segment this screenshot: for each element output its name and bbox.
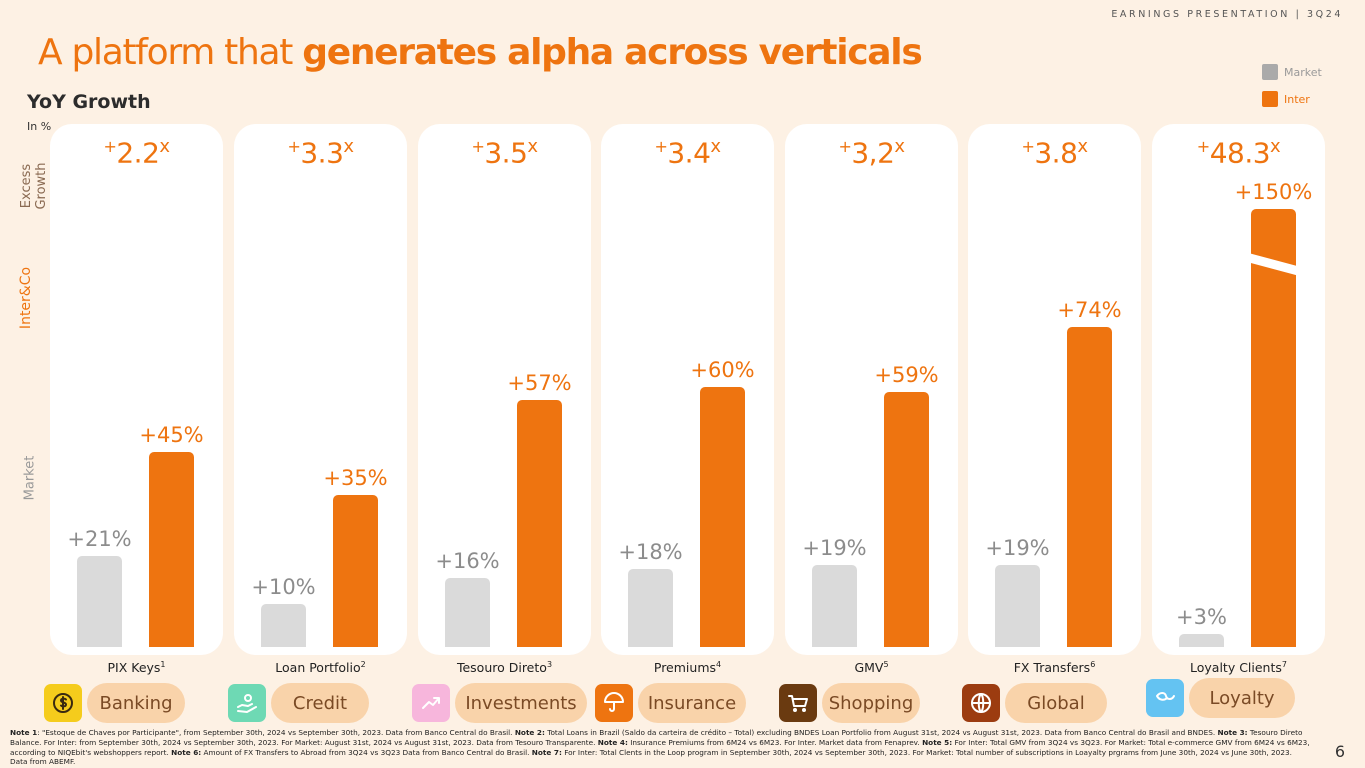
excess-multiple: +3,2x <box>838 136 905 170</box>
market-value-label: +16% <box>435 548 500 573</box>
inter-value-label: +57% <box>507 371 572 396</box>
inter-value-label: +150% <box>1234 180 1313 204</box>
inter-value-label: +35% <box>323 466 388 491</box>
note-text: : "Estoque de Chaves por Participante", … <box>37 728 515 737</box>
chart-card <box>601 124 774 655</box>
inter-bar <box>1067 326 1112 647</box>
axis-label-excess: Excess Growth <box>19 162 49 210</box>
category-label: FX Transfers6 <box>1013 660 1096 676</box>
legend-inter: Inter <box>1262 91 1310 107</box>
excess-multiple: +3.8x <box>1021 136 1088 170</box>
vertical-pill: Loyalty <box>1189 678 1295 718</box>
inter-value-label: +59% <box>874 362 939 387</box>
presentation-header: EARNINGS PRESENTATION | 3Q24 <box>1111 9 1343 20</box>
chart-card <box>50 124 223 655</box>
market-value-label: +21% <box>67 527 132 552</box>
note-text: Amount of FX Transfers to Abroad from 3Q… <box>201 747 532 757</box>
chart-card <box>234 124 407 655</box>
market-value-label: +3% <box>1176 605 1227 629</box>
vertical-pill: Global <box>1005 683 1107 723</box>
axis-label-interco: Inter&Co <box>18 266 34 330</box>
title-bold: generates alpha across verticals <box>302 32 923 73</box>
legend-market: Market <box>1262 64 1322 80</box>
note-label: Note 1 <box>10 728 38 737</box>
category-label: Premiums4 <box>653 660 722 676</box>
vertical-pill: Insurance <box>638 683 746 723</box>
inter-value-label: +74% <box>1057 297 1122 322</box>
category-label: Loyalty Clients7 <box>1190 660 1287 676</box>
dollar-icon <box>44 684 82 722</box>
note-label: Note 3: <box>1217 728 1248 737</box>
legend-inter-swatch <box>1262 91 1278 107</box>
chart-card <box>968 124 1141 655</box>
note-text: Total Loans in Brazil (Saldo da carteira… <box>544 728 1218 737</box>
market-value-label: +19% <box>985 535 1050 560</box>
legend-inter-label: Inter <box>1284 92 1310 106</box>
vertical-pill: Shopping <box>822 683 920 723</box>
category-label: Loan Portfolio2 <box>275 660 366 676</box>
note-label: Note 4: <box>597 737 628 747</box>
legend-market-label: Market <box>1284 65 1322 79</box>
chart-subtitle: YoY Growth <box>27 91 151 113</box>
category-label: Tesouro Direto3 <box>456 660 553 676</box>
excess-multiple: +3.3x <box>287 136 354 170</box>
chart-card <box>1152 124 1325 655</box>
note-label: Note 5: <box>922 737 953 747</box>
vertical-pill: Credit <box>271 683 369 723</box>
legend-market-swatch <box>1262 64 1278 80</box>
note-text: Insurance Premiums from 6M24 vs 6M23. Fo… <box>627 737 923 747</box>
market-value-label: +19% <box>802 535 867 560</box>
unit-label: In % <box>27 120 52 133</box>
vertical-pill: Banking <box>87 683 185 723</box>
category-label: PIX Keys1 <box>107 660 166 676</box>
market-bar <box>77 556 122 647</box>
excess-multiple: +3.5x <box>471 136 538 170</box>
vertical-pill: Investments <box>455 683 587 723</box>
note-label: Note 6: <box>171 747 202 757</box>
inter-bar <box>333 495 378 647</box>
note-label: Note 7: <box>531 747 562 757</box>
note-text: For Inter: Total Clents in the Loop prog… <box>10 747 1292 767</box>
market-value-label: +18% <box>618 540 683 565</box>
chart-card <box>418 124 591 655</box>
inter-bar <box>700 387 745 647</box>
inter-bar <box>149 452 194 647</box>
page-number: 6 <box>1334 742 1345 761</box>
cart-icon <box>779 684 817 722</box>
inter-bar <box>884 391 929 647</box>
umbrella-icon <box>595 684 633 722</box>
market-bar <box>261 603 306 647</box>
market-bar <box>445 577 490 647</box>
market-bar <box>1179 634 1224 647</box>
inter-value-label: +45% <box>139 423 204 448</box>
category-label: GMV5 <box>854 660 889 676</box>
axis-label-market: Market <box>22 455 38 501</box>
market-bar <box>995 564 1040 647</box>
note-text: Tesouro Direto Balance. For Inter: from … <box>10 728 1303 747</box>
excess-multiple: +3.4x <box>654 136 721 170</box>
note-label: Note 2: <box>514 728 545 737</box>
trend-up-icon <box>412 684 450 722</box>
hand-coin-icon <box>228 684 266 722</box>
market-value-label: +10% <box>251 574 316 599</box>
chart-card <box>785 124 958 655</box>
page-title: A platform that generates alpha across v… <box>38 32 923 73</box>
excess-multiple: +2.2x <box>103 136 170 170</box>
inter-bar <box>517 400 562 647</box>
note-text: For Inter: Total GMV from 3Q24 vs 3Q23. … <box>10 737 1310 757</box>
inter-bar <box>1251 209 1296 647</box>
globe-icon <box>962 684 1000 722</box>
loop-icon <box>1146 679 1184 717</box>
footnotes: Note 1: "Estoque de Chaves por Participa… <box>10 728 1310 767</box>
market-bar <box>628 569 673 647</box>
market-bar <box>812 564 857 647</box>
inter-value-label: +60% <box>690 358 755 383</box>
title-light: A platform that <box>38 32 303 73</box>
excess-multiple: +48.3x <box>1196 136 1281 170</box>
